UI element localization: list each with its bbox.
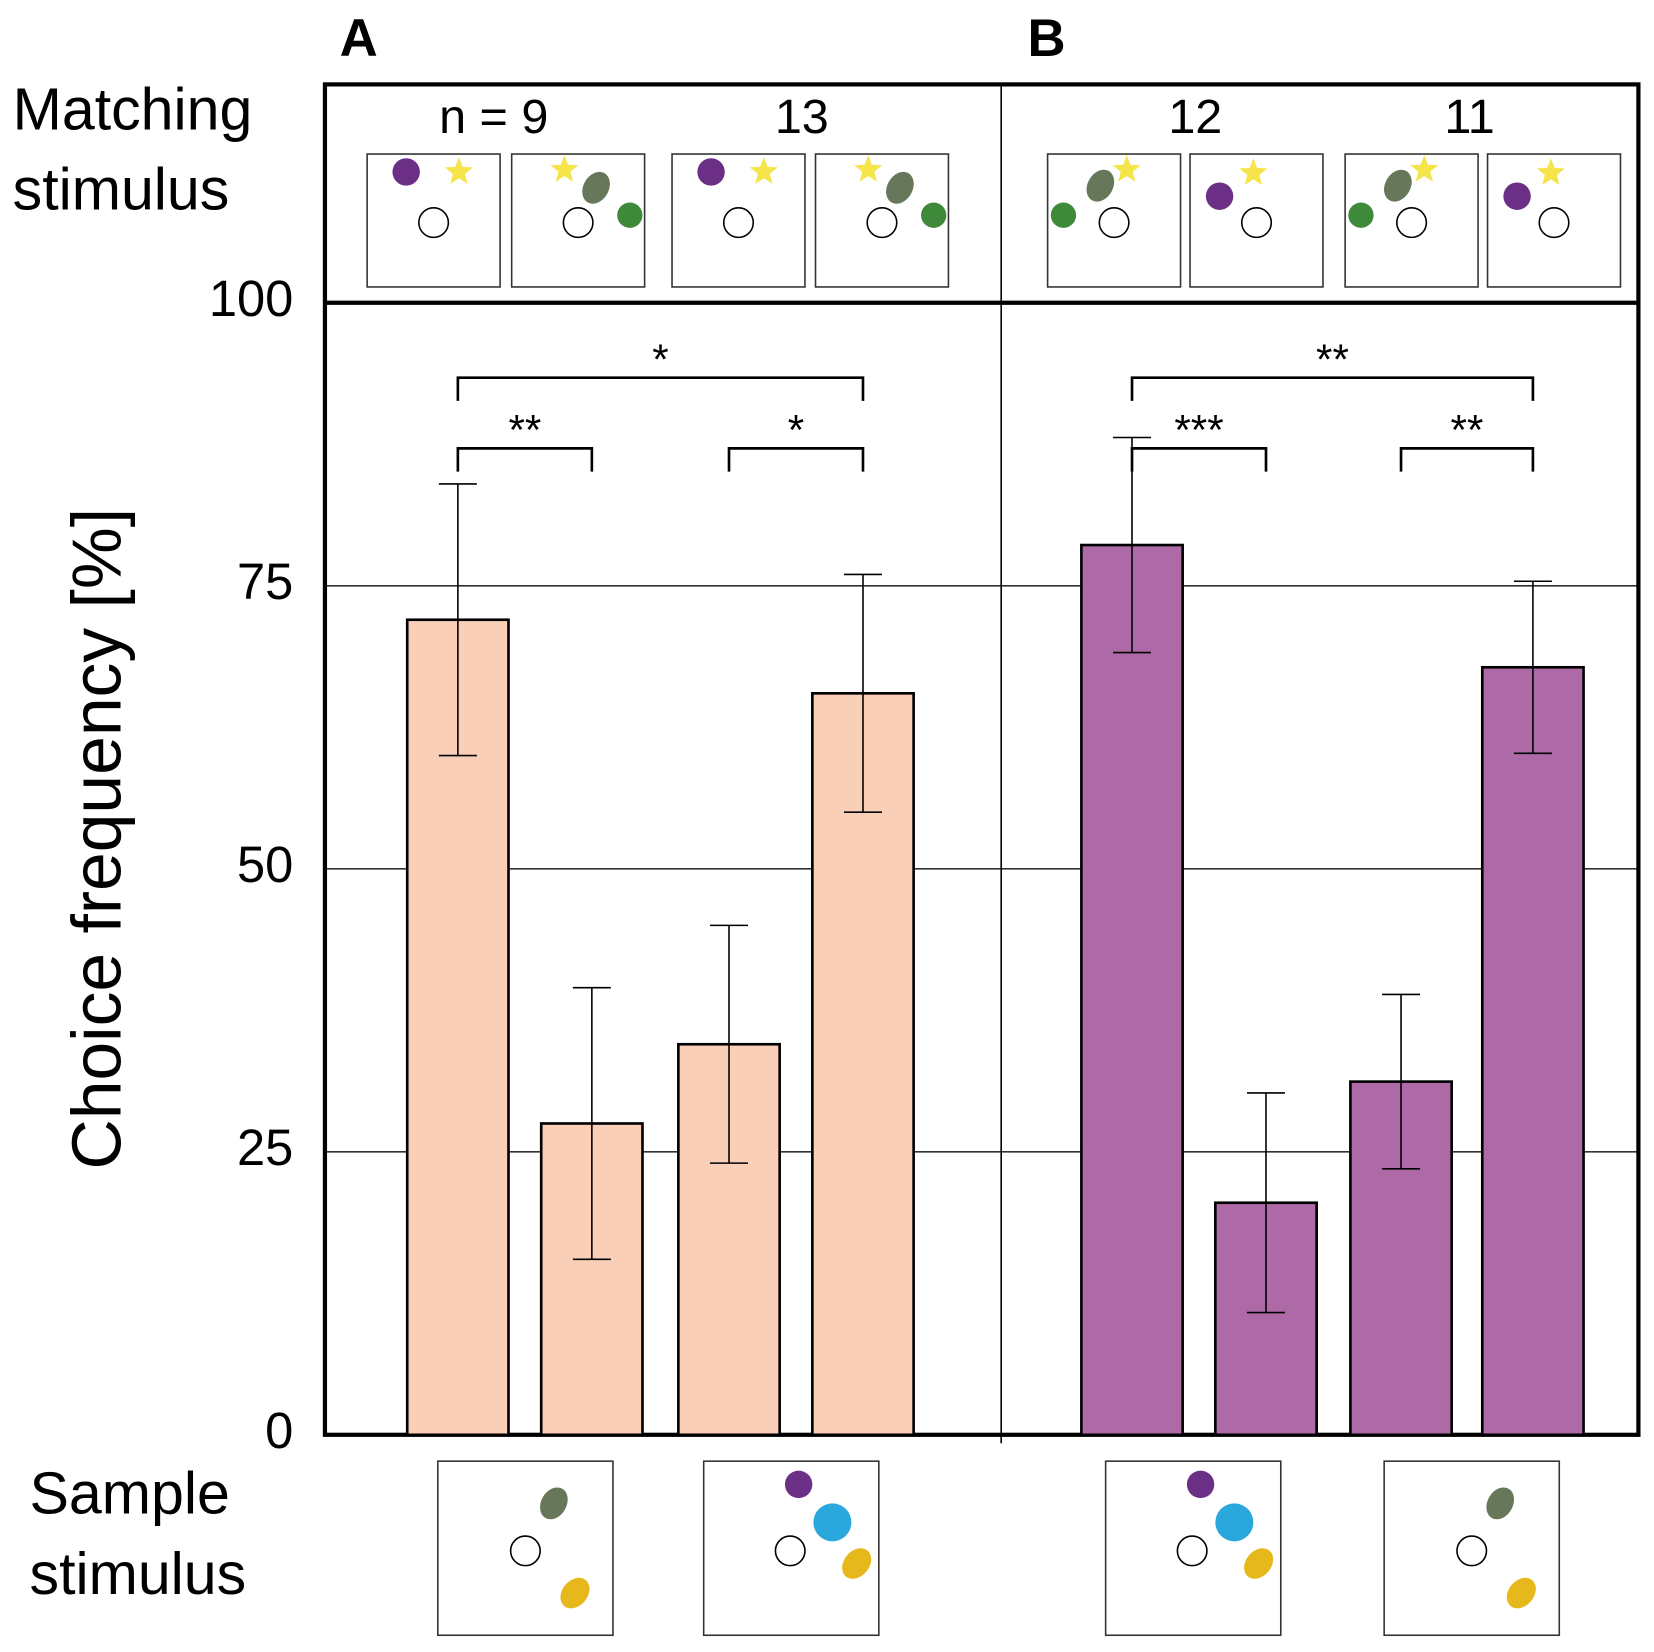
stimulus-lemon xyxy=(842,1548,872,1579)
stimulus-circle xyxy=(509,1535,541,1567)
stimulus-lemon xyxy=(1244,1548,1274,1579)
significance-label: * xyxy=(652,336,668,383)
stimulus-circle xyxy=(1456,1535,1488,1567)
stimulus-circle xyxy=(1176,1535,1208,1567)
stimulus-circle xyxy=(722,207,755,239)
panel-label: A xyxy=(340,9,378,68)
stimulus-leaf xyxy=(1086,169,1115,202)
error-bar xyxy=(1382,993,1421,1170)
stimulus-lemon xyxy=(560,1577,590,1609)
bar xyxy=(1480,665,1585,1437)
stimulus-star xyxy=(1410,155,1439,182)
y-axis-title: Choice frequency [%] xyxy=(58,508,136,1170)
stimulus-leaf xyxy=(582,171,610,204)
significance-bracket xyxy=(1130,376,1535,401)
sample-label: stimulus xyxy=(30,1541,247,1607)
significance-bracket xyxy=(1399,447,1535,472)
stimulus-star xyxy=(1112,155,1141,182)
error-bar xyxy=(1247,1092,1285,1314)
matching-label: Matching xyxy=(13,77,253,143)
stimulus-lemon xyxy=(1506,1577,1536,1609)
sample-label: Sample xyxy=(30,1461,230,1527)
stimulus-clover xyxy=(617,202,643,228)
stimulus-star xyxy=(550,155,579,182)
bar xyxy=(1080,543,1184,1437)
n-label: 11 xyxy=(1444,90,1494,144)
matching-label: stimulus xyxy=(13,157,230,223)
stimulus-leaf xyxy=(886,171,914,204)
significance-label: ** xyxy=(508,407,541,454)
stimulus-star xyxy=(1536,158,1565,185)
chart-body: 0 25 50 75 100 Choice frequency [%] Matching st… xyxy=(13,9,1641,1637)
stimulus-flower xyxy=(697,158,725,186)
stimulus-circle xyxy=(562,207,594,239)
frame xyxy=(322,82,1641,1437)
stimulus-flower xyxy=(392,158,420,186)
error-bar xyxy=(843,573,882,813)
stimulus-blue-disc xyxy=(1215,1503,1254,1542)
significance-bracket xyxy=(456,447,594,472)
error-bar xyxy=(1513,580,1552,755)
stimulus-circle xyxy=(418,207,450,239)
y-tick-label: 0 xyxy=(265,1402,293,1459)
stimulus-clover xyxy=(1050,202,1077,228)
stimulus-flower xyxy=(1205,182,1234,210)
n-label: 12 xyxy=(1168,90,1222,144)
stimulus-leaf xyxy=(1384,169,1412,202)
stimulus-circle xyxy=(866,207,898,239)
stimulus-star xyxy=(1239,158,1268,185)
significance-bracket xyxy=(456,376,865,401)
y-tick-label: 100 xyxy=(209,270,293,327)
stimulus-circle xyxy=(1538,207,1570,239)
error-bar xyxy=(710,924,748,1164)
stimulus-circle xyxy=(1396,207,1428,239)
y-tick-label: 25 xyxy=(237,1119,293,1176)
significance-bracket xyxy=(727,447,865,472)
significance-label: *** xyxy=(1174,407,1223,454)
stimulus-star xyxy=(749,157,778,184)
bar xyxy=(811,692,915,1437)
n-label: 13 xyxy=(775,90,829,144)
stimulus-circle xyxy=(1098,207,1130,239)
significance-label: * xyxy=(788,407,804,454)
stimulus-leaf xyxy=(1486,1487,1515,1520)
y-tick-label: 75 xyxy=(237,553,293,610)
stimulus-clover xyxy=(921,202,947,228)
significance-label: ** xyxy=(1316,336,1349,383)
stimulus-star xyxy=(854,155,883,182)
stimulus-blue-disc xyxy=(813,1503,852,1542)
error-bar xyxy=(438,483,477,757)
n-label: n = 9 xyxy=(439,90,548,144)
stimulus-leaf xyxy=(540,1487,568,1520)
stimulus-flower xyxy=(784,1470,813,1499)
stimulus-flower xyxy=(1503,182,1531,210)
stimulus-star xyxy=(444,157,473,184)
error-bar xyxy=(572,986,611,1261)
error-bar xyxy=(1113,436,1152,654)
stimulus-clover xyxy=(1348,202,1374,228)
stimulus-circle xyxy=(774,1535,806,1567)
stimulus-flower xyxy=(1186,1470,1215,1499)
significance-bracket xyxy=(1130,447,1268,472)
panel-label: B xyxy=(1028,9,1066,68)
stimulus-circle xyxy=(1240,207,1273,239)
y-tick-label: 50 xyxy=(237,836,293,893)
significance-label: ** xyxy=(1451,407,1484,454)
